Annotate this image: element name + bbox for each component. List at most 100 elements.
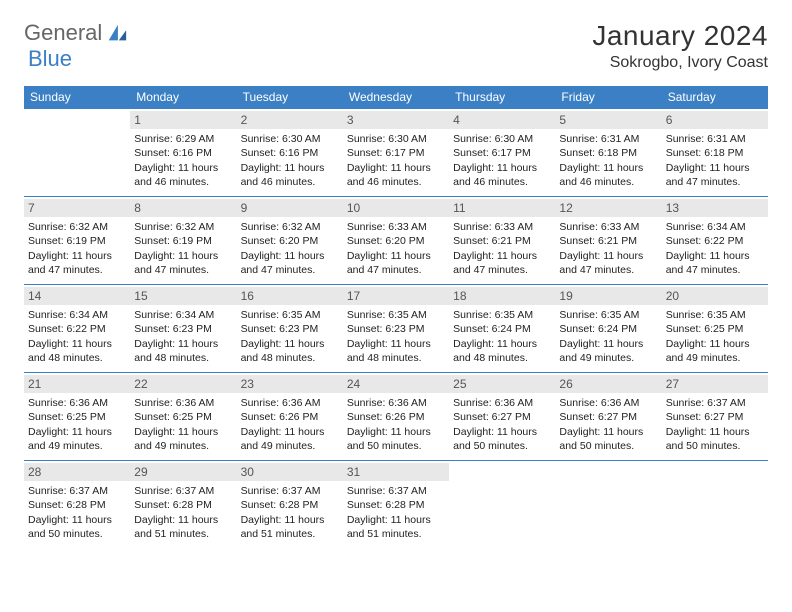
- day-cell: 28Sunrise: 6:37 AMSunset: 6:28 PMDayligh…: [24, 460, 130, 548]
- day-cell: 26 Sunrise: 6:36 AMSunset: 6:27 PMDayligh…: [555, 372, 661, 460]
- day-info: Sunrise: 6:36 AMSunset: 6:26 PMDaylight:…: [241, 396, 339, 453]
- day-number: 2: [237, 111, 343, 129]
- day-info: Sunrise: 6:37 AMSunset: 6:27 PMDaylight:…: [666, 396, 764, 453]
- day-cell: 5 Sunrise: 6:31 AMSunset: 6:18 PMDaylight…: [555, 108, 661, 196]
- logo-text-general: General: [24, 20, 102, 46]
- day-info: Sunrise: 6:29 AMSunset: 6:16 PMDaylight:…: [134, 132, 232, 189]
- day-number: 20: [662, 287, 768, 305]
- day-number: 30: [237, 463, 343, 481]
- day-number: 4: [449, 111, 555, 129]
- day-cell: 23 Sunrise: 6:36 AMSunset: 6:26 PMDayligh…: [237, 372, 343, 460]
- day-number: 5: [555, 111, 661, 129]
- day-info: Sunrise: 6:34 AMSunset: 6:23 PMDaylight:…: [134, 308, 232, 365]
- day-cell: 24 Sunrise: 6:36 AMSunset: 6:26 PMDayligh…: [343, 372, 449, 460]
- day-info: Sunrise: 6:31 AMSunset: 6:18 PMDaylight:…: [559, 132, 657, 189]
- day-info: Sunrise: 6:35 AMSunset: 6:24 PMDaylight:…: [559, 308, 657, 365]
- day-number: 29: [130, 463, 236, 481]
- title-block: January 2024 Sokrogbo, Ivory Coast: [592, 20, 768, 72]
- day-number: 17: [343, 287, 449, 305]
- day-number: 15: [130, 287, 236, 305]
- day-cell: 30 Sunrise: 6:37 AMSunset: 6:28 PMDayligh…: [237, 460, 343, 548]
- day-cell: 14Sunrise: 6:34 AMSunset: 6:22 PMDayligh…: [24, 284, 130, 372]
- dow-header: Friday: [555, 86, 661, 108]
- day-cell: 18 Sunrise: 6:35 AMSunset: 6:24 PMDayligh…: [449, 284, 555, 372]
- day-cell: 17Sunrise: 6:35 AMSunset: 6:23 PMDayligh…: [343, 284, 449, 372]
- logo-blue-line: Blue: [28, 46, 72, 72]
- day-number: 16: [237, 287, 343, 305]
- calendar-page: General January 2024 Sokrogbo, Ivory Coa…: [0, 0, 792, 568]
- month-title: January 2024: [592, 20, 768, 52]
- day-cell: 13 Sunrise: 6:34 AMSunset: 6:22 PMDayligh…: [662, 196, 768, 284]
- day-cell: 16 Sunrise: 6:35 AMSunset: 6:23 PMDayligh…: [237, 284, 343, 372]
- day-info: Sunrise: 6:33 AMSunset: 6:21 PMDaylight:…: [559, 220, 657, 277]
- logo-text-blue: Blue: [28, 46, 72, 71]
- day-cell: 6 Sunrise: 6:31 AMSunset: 6:18 PMDaylight…: [662, 108, 768, 196]
- day-number: 18: [449, 287, 555, 305]
- day-cell: 12Sunrise: 6:33 AMSunset: 6:21 PMDayligh…: [555, 196, 661, 284]
- location: Sokrogbo, Ivory Coast: [592, 54, 768, 72]
- day-cell: 27 Sunrise: 6:37 AMSunset: 6:27 PMDayligh…: [662, 372, 768, 460]
- day-cell: 8Sunrise: 6:32 AMSunset: 6:19 PMDaylight…: [130, 196, 236, 284]
- day-number: 23: [237, 375, 343, 393]
- day-info: Sunrise: 6:34 AMSunset: 6:22 PMDaylight:…: [666, 220, 764, 277]
- day-info: Sunrise: 6:32 AMSunset: 6:19 PMDaylight:…: [28, 220, 126, 277]
- empty-cell: [24, 108, 130, 196]
- dow-header: Sunday: [24, 86, 130, 108]
- day-number: 10: [343, 199, 449, 217]
- day-cell: 29 Sunrise: 6:37 AMSunset: 6:28 PMDayligh…: [130, 460, 236, 548]
- day-info: Sunrise: 6:36 AMSunset: 6:25 PMDaylight:…: [28, 396, 126, 453]
- day-info: Sunrise: 6:37 AMSunset: 6:28 PMDaylight:…: [241, 484, 339, 541]
- empty-cell: [449, 460, 555, 548]
- day-info: Sunrise: 6:36 AMSunset: 6:27 PMDaylight:…: [453, 396, 551, 453]
- day-info: Sunrise: 6:32 AMSunset: 6:19 PMDaylight:…: [134, 220, 232, 277]
- day-cell: 19 Sunrise: 6:35 AMSunset: 6:24 PMDayligh…: [555, 284, 661, 372]
- day-number: 9: [237, 199, 343, 217]
- day-cell: 11Sunrise: 6:33 AMSunset: 6:21 PMDayligh…: [449, 196, 555, 284]
- day-info: Sunrise: 6:36 AMSunset: 6:26 PMDaylight:…: [347, 396, 445, 453]
- day-number: 24: [343, 375, 449, 393]
- day-number: 14: [24, 287, 130, 305]
- day-cell: 25 Sunrise: 6:36 AMSunset: 6:27 PMDayligh…: [449, 372, 555, 460]
- day-number: 3: [343, 111, 449, 129]
- day-info: Sunrise: 6:30 AMSunset: 6:16 PMDaylight:…: [241, 132, 339, 189]
- day-info: Sunrise: 6:35 AMSunset: 6:24 PMDaylight:…: [453, 308, 551, 365]
- day-cell: 9 Sunrise: 6:32 AMSunset: 6:20 PMDaylight…: [237, 196, 343, 284]
- day-number: 22: [130, 375, 236, 393]
- day-info: Sunrise: 6:36 AMSunset: 6:27 PMDaylight:…: [559, 396, 657, 453]
- day-info: Sunrise: 6:35 AMSunset: 6:25 PMDaylight:…: [666, 308, 764, 365]
- day-number: 26: [555, 375, 661, 393]
- calendar-grid: SundayMondayTuesdayWednesdayThursdayFrid…: [24, 86, 768, 548]
- day-info: Sunrise: 6:33 AMSunset: 6:21 PMDaylight:…: [453, 220, 551, 277]
- day-number: 13: [662, 199, 768, 217]
- day-cell: 7Sunrise: 6:32 AMSunset: 6:19 PMDaylight…: [24, 196, 130, 284]
- day-number: 28: [24, 463, 130, 481]
- dow-header: Monday: [130, 86, 236, 108]
- empty-cell: [555, 460, 661, 548]
- day-info: Sunrise: 6:37 AMSunset: 6:28 PMDaylight:…: [134, 484, 232, 541]
- empty-cell: [662, 460, 768, 548]
- day-cell: 20 Sunrise: 6:35 AMSunset: 6:25 PMDayligh…: [662, 284, 768, 372]
- day-cell: 21 Sunrise: 6:36 AMSunset: 6:25 PMDayligh…: [24, 372, 130, 460]
- day-number: 1: [130, 111, 236, 129]
- day-number: 25: [449, 375, 555, 393]
- day-info: Sunrise: 6:31 AMSunset: 6:18 PMDaylight:…: [666, 132, 764, 189]
- day-info: Sunrise: 6:35 AMSunset: 6:23 PMDaylight:…: [241, 308, 339, 365]
- day-cell: 1 Sunrise: 6:29 AMSunset: 6:16 PMDaylight…: [130, 108, 236, 196]
- day-info: Sunrise: 6:32 AMSunset: 6:20 PMDaylight:…: [241, 220, 339, 277]
- day-number: 21: [24, 375, 130, 393]
- day-number: 31: [343, 463, 449, 481]
- day-number: 27: [662, 375, 768, 393]
- logo-sail-icon: [106, 22, 128, 44]
- day-cell: 3 Sunrise: 6:30 AMSunset: 6:17 PMDaylight…: [343, 108, 449, 196]
- day-number: 6: [662, 111, 768, 129]
- dow-header: Tuesday: [237, 86, 343, 108]
- day-info: Sunrise: 6:37 AMSunset: 6:28 PMDaylight:…: [347, 484, 445, 541]
- day-cell: 2 Sunrise: 6:30 AMSunset: 6:16 PMDaylight…: [237, 108, 343, 196]
- dow-header: Wednesday: [343, 86, 449, 108]
- day-info: Sunrise: 6:33 AMSunset: 6:20 PMDaylight:…: [347, 220, 445, 277]
- day-number: 19: [555, 287, 661, 305]
- day-cell: 22 Sunrise: 6:36 AMSunset: 6:25 PMDayligh…: [130, 372, 236, 460]
- day-info: Sunrise: 6:30 AMSunset: 6:17 PMDaylight:…: [347, 132, 445, 189]
- day-info: Sunrise: 6:36 AMSunset: 6:25 PMDaylight:…: [134, 396, 232, 453]
- day-cell: 10 Sunrise: 6:33 AMSunset: 6:20 PMDayligh…: [343, 196, 449, 284]
